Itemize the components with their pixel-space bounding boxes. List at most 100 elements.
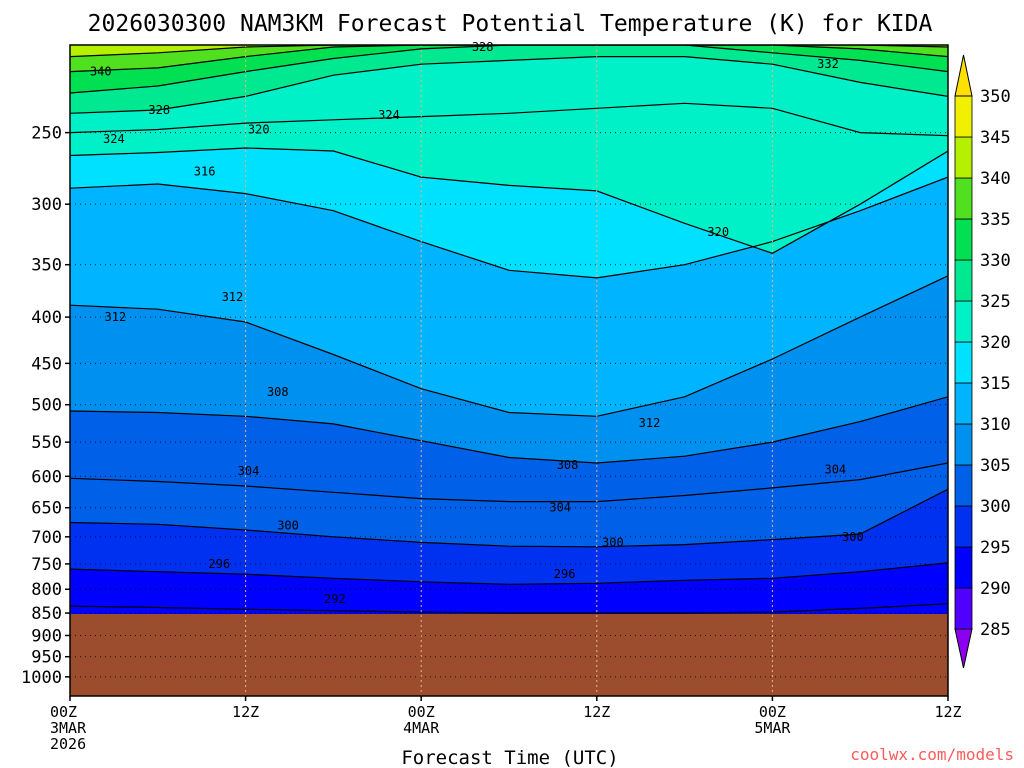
colorbar-label: 350 — [980, 87, 1011, 107]
isentrope-304 — [70, 462, 948, 503]
credit-link[interactable]: coolwx.com/models — [850, 745, 1014, 764]
colorbar-label: 340 — [980, 169, 1011, 189]
band-above-340 — [70, 45, 948, 57]
y-tick-label: 1000 — [21, 668, 62, 688]
contour-label: 312 — [105, 310, 127, 324]
isentrope-300 — [70, 488, 948, 548]
y-tick-label: 500 — [31, 396, 62, 416]
colorbar-segment — [954, 95, 973, 138]
contour-label: 328 — [148, 103, 170, 117]
colorbar-label: 310 — [980, 415, 1011, 435]
y-tick-label: 450 — [31, 354, 62, 374]
isentrope-332 — [70, 45, 948, 94]
colorbar-segment — [954, 300, 973, 343]
contour-label: 320 — [248, 122, 270, 136]
contour-label: 300 — [842, 530, 864, 544]
x-tick-label: 00Z — [759, 703, 786, 721]
contour-label: 300 — [602, 535, 624, 549]
colorbar-label: 320 — [980, 333, 1011, 353]
colorbar-label: 300 — [980, 497, 1011, 517]
colorbar-segment — [954, 382, 973, 425]
y-tick-label: 600 — [31, 467, 62, 487]
y-tick-label: 850 — [31, 604, 62, 624]
contour-label: 304 — [238, 464, 260, 478]
x-tick-label: 2026 — [50, 735, 86, 753]
contour-label: 296 — [554, 567, 576, 581]
contour-label: 300 — [277, 518, 299, 532]
colorbar-segment — [954, 259, 973, 302]
isentrope-336 — [70, 45, 948, 73]
colorbar-label: 335 — [980, 210, 1011, 230]
contour-label: 312 — [222, 290, 244, 304]
isentrope-308 — [70, 396, 948, 464]
isentrope-lines — [70, 45, 948, 614]
colorbar: 350 345 340 335 330 325 320 315 310 305 300 295 290 2… — [954, 54, 1011, 669]
isentrope-320 — [70, 147, 948, 254]
contour-labels: 340 328 332 328 324 320 324 316 320 312 312 308 312 3… — [90, 40, 864, 606]
y-tick-label: 300 — [31, 195, 62, 215]
contour-label: 312 — [639, 416, 661, 430]
y-tick-label: 800 — [31, 580, 62, 600]
contour-label: 304 — [549, 501, 571, 515]
y-axis: 2503003504004505005506006507007508008509… — [21, 124, 70, 688]
x-tick-label: 3MAR — [50, 719, 87, 737]
colorbar-label: 315 — [980, 374, 1011, 394]
contour-label: 316 — [194, 164, 216, 178]
contour-label: 292 — [324, 592, 346, 606]
x-tick-label: 00Z — [408, 703, 435, 721]
colorbar-segment — [954, 587, 973, 630]
colorbar-label: 330 — [980, 251, 1011, 271]
colorbar-segment — [954, 177, 973, 220]
contour-label: 324 — [378, 108, 400, 122]
colorbar-high-arrow — [954, 54, 973, 97]
colorbar-label: 345 — [980, 128, 1011, 148]
colorbar-segment — [954, 136, 973, 179]
y-tick-label: 750 — [31, 555, 62, 575]
colorbar-segment — [954, 341, 973, 384]
x-tick-label: 12Z — [934, 703, 961, 721]
colorbar-segment — [954, 546, 973, 589]
chart-title: 2026030300 NAM3KM Forecast Potential Tem… — [88, 11, 933, 37]
gridlines — [70, 45, 948, 696]
y-tick-label: 650 — [31, 499, 62, 519]
colorbar-segment — [954, 423, 973, 466]
contour-label: 308 — [267, 385, 289, 399]
colorbar-label: 290 — [980, 579, 1011, 599]
colorbar-segment — [954, 505, 973, 548]
y-tick-label: 350 — [31, 256, 62, 276]
contour-label: 324 — [103, 132, 125, 146]
colorbar-segment — [954, 464, 973, 507]
y-tick-label: 400 — [31, 308, 62, 328]
x-tick-label: 4MAR — [403, 719, 440, 737]
contour-label: 340 — [90, 65, 112, 79]
contour-label: 332 — [817, 57, 839, 71]
x-axis-label: Forecast Time (UTC) — [401, 747, 618, 768]
y-tick-label: 250 — [31, 124, 62, 144]
plot-frame — [69, 44, 949, 697]
isentrope-292 — [70, 603, 948, 614]
theta-field — [70, 45, 948, 696]
colorbar-label: 295 — [980, 538, 1011, 558]
contour-label: 308 — [557, 458, 579, 472]
isentrope-296 — [70, 562, 948, 585]
colorbar-label: 325 — [980, 292, 1011, 312]
colorbar-low-arrow — [954, 628, 973, 669]
isentrope-312 — [70, 275, 948, 417]
contour-label: 304 — [824, 463, 846, 477]
colorbar-label: 285 — [980, 620, 1011, 640]
y-tick-label: 550 — [31, 433, 62, 453]
x-tick-label: 5MAR — [754, 719, 791, 737]
contour-label: 328 — [472, 40, 494, 54]
contour-label: 296 — [208, 557, 230, 571]
x-tick-label: 00Z — [50, 703, 77, 721]
isentrope-316 — [70, 176, 948, 279]
terrain-below-ground — [70, 614, 948, 696]
isentrope-328 — [70, 56, 948, 114]
y-tick-label: 900 — [31, 626, 62, 646]
isentrope-340 — [70, 45, 948, 58]
x-tick-label: 12Z — [583, 703, 610, 721]
band-above-332 — [70, 45, 948, 93]
y-tick-label: 700 — [31, 528, 62, 548]
y-tick-label: 950 — [31, 648, 62, 668]
colorbar-segment — [954, 218, 973, 261]
